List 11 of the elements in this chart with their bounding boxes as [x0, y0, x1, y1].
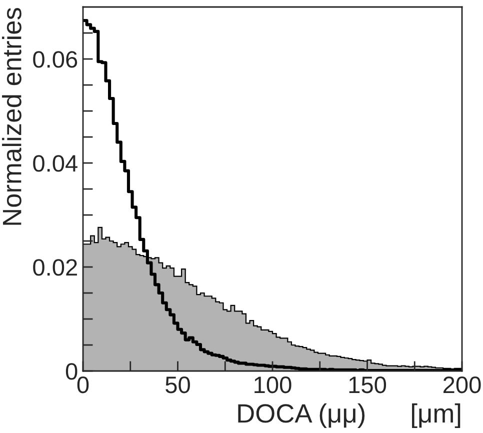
y-axis-title: Normalized entries [2, 8, 22, 225]
x-tick-label: 0 [77, 376, 89, 394]
x-tick-label: 200 [443, 376, 481, 394]
x-tick-label: 100 [254, 376, 292, 394]
x-axis-title: DOCA (μμ) [μm] [238, 403, 460, 428]
y-tick-label: 0 [66, 363, 78, 380]
y-tick-label: 0.04 [33, 155, 78, 172]
y-tick-label: 0.06 [33, 51, 78, 68]
y-tick-label: 0.02 [33, 259, 77, 276]
x-tick-label: 150 [349, 376, 386, 394]
x-tick-label: 50 [166, 376, 190, 394]
